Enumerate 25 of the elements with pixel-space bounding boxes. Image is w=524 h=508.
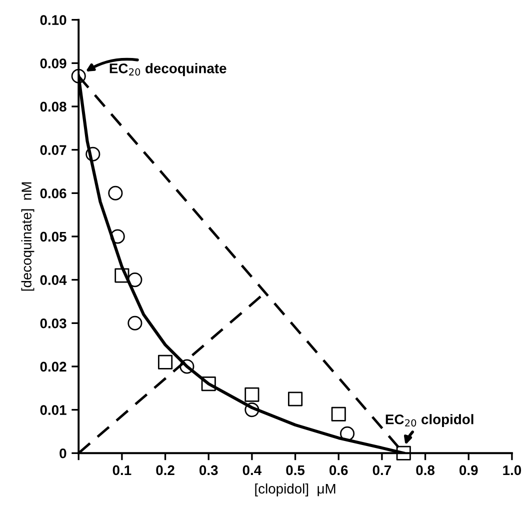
y-axis-title: [decoquinate] nM: [21, 182, 34, 291]
y-tick-label: 0.10: [40, 15, 66, 25]
y-tick-label: 0.05: [40, 232, 66, 242]
x-axis-title: [clopidol] μM: [255, 483, 336, 496]
y-tick-label: 0.01: [40, 405, 66, 415]
x-tick-label: 0.9: [460, 465, 478, 476]
x-tick-label: 0.8: [416, 465, 435, 476]
x-tick-label: 0.6: [330, 465, 348, 476]
x-tick-label: 0.3: [200, 465, 218, 476]
y-tick-label: 0.02: [40, 362, 66, 372]
x-tick-label: 0.4: [242, 465, 262, 476]
y-tick-label: 0.07: [40, 145, 66, 155]
annotation: EC$_{20}$ decoquinate: [110, 63, 226, 76]
y-tick-label: 0: [60, 448, 66, 458]
y-tick-label: 0.03: [40, 318, 66, 328]
x-tick-label: 0.5: [286, 465, 305, 476]
x-tick-label: 0.2: [156, 465, 174, 476]
x-tick-label: 1.0: [503, 465, 522, 476]
y-tick-label: 0.06: [40, 188, 66, 198]
y-tick-label: 0.09: [40, 58, 66, 68]
y-tick-label: 0.04: [40, 275, 67, 285]
y-tick-label: 0.08: [40, 102, 66, 112]
x-tick-label: 0.1: [112, 465, 132, 476]
annotation: EC$_{20}$ clopidol: [386, 414, 474, 428]
x-tick-label: 0.7: [372, 465, 391, 476]
